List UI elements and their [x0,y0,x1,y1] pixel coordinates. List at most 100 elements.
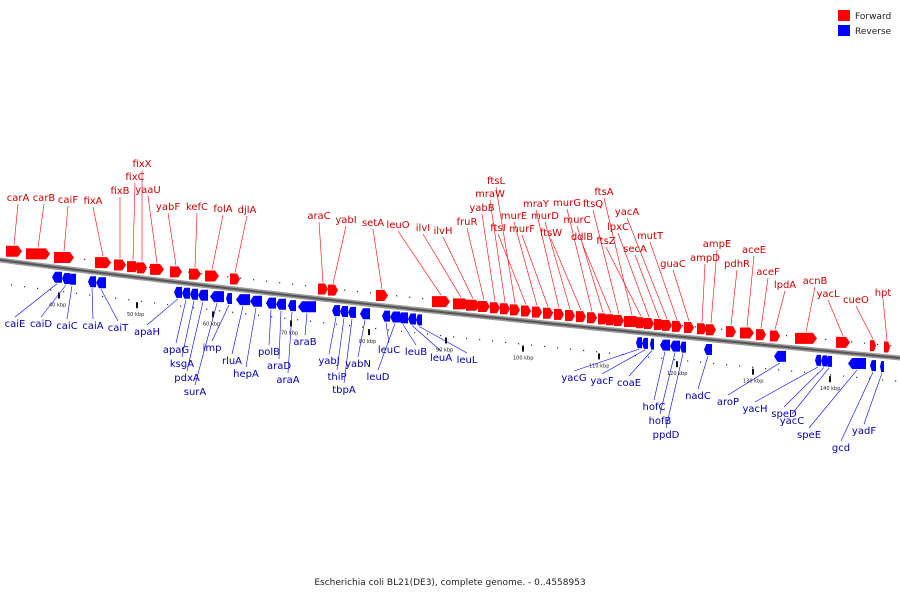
forward-gene-arrow[interactable] [697,323,707,335]
forward-gene-arrow[interactable] [510,304,520,316]
forward-gene-arrow[interactable] [587,312,597,324]
forward-gene-label: pdhR [724,259,750,270]
forward-gene-arrow[interactable] [884,341,890,353]
forward-gene-arrow[interactable] [114,259,126,271]
forward-gene-arrow[interactable] [770,330,780,342]
reverse-gene-arrow[interactable] [382,310,390,322]
forward-gene-arrow[interactable] [756,329,766,341]
reverse-gene-arrow[interactable] [288,300,296,312]
forward-gene-arrow[interactable] [662,319,672,331]
reverse-gene-arrow[interactable] [210,291,224,303]
reverse-gene-arrow[interactable] [774,350,786,362]
reverse-gene-arrow[interactable] [88,276,96,288]
reverse-gene-arrow[interactable] [360,308,370,320]
forward-gene-arrow[interactable] [636,317,646,329]
reverse-gene-arrow[interactable] [236,294,250,306]
forward-gene-arrow[interactable] [328,284,338,296]
forward-gene-arrow[interactable] [543,307,553,319]
forward-gene-arrow[interactable] [26,248,50,260]
forward-gene-arrow[interactable] [644,318,654,330]
forward-gene-label: djlA [238,205,257,216]
reverse-gene-arrow[interactable] [408,313,416,325]
reverse-gene-arrow[interactable] [821,355,827,367]
reverse-gene-arrow[interactable] [266,297,276,309]
forward-gene-label: setA [362,218,384,229]
reverse-gene-arrow[interactable] [250,295,262,307]
reverse-gene-arrow[interactable] [226,292,232,304]
strand-legend: Forward Reverse [838,10,892,37]
forward-gene-label: fruR [457,217,478,228]
reverse-gene-arrow[interactable] [650,338,654,350]
reverse-gene-arrow[interactable] [642,337,648,349]
forward-gene-label: leuO [386,220,409,231]
reverse-gene-arrow[interactable] [340,306,348,318]
reverse-gene-arrow[interactable] [848,358,866,370]
forward-gene-arrow[interactable] [6,245,22,257]
forward-gene-arrow[interactable] [230,273,240,285]
reverse-gene-arrow[interactable] [416,314,422,326]
reverse-gene-arrow[interactable] [298,301,316,313]
forward-gene-arrow[interactable] [870,340,876,352]
reverse-gene-arrow[interactable] [870,360,876,372]
forward-gene-arrow[interactable] [836,336,850,348]
reverse-gene-arrow[interactable] [880,361,884,373]
reverse-gene-arrow[interactable] [332,305,340,317]
forward-gene-arrow[interactable] [205,270,219,282]
forward-gene-arrow[interactable] [95,257,111,269]
forward-gene-arrow[interactable] [478,300,490,312]
minor-tick [349,325,351,327]
forward-gene-arrow[interactable] [432,296,450,308]
reverse-gene-label: caiA [82,321,103,332]
forward-gene-arrow[interactable] [672,320,682,332]
reverse-gene-arrow[interactable] [190,288,198,300]
forward-gene-arrow[interactable] [500,303,510,315]
reverse-gene-arrow[interactable] [52,271,62,283]
reverse-gene-arrow[interactable] [815,354,821,366]
forward-gene-arrow[interactable] [654,319,664,331]
forward-gene-arrow[interactable] [598,313,608,325]
reverse-gene-arrow[interactable] [182,287,190,299]
gene-features [6,245,890,373]
forward-gene-arrow[interactable] [565,310,575,322]
forward-gene-arrow[interactable] [614,315,624,327]
reverse-gene-arrow[interactable] [68,273,76,285]
reverse-gene-arrow[interactable] [174,286,182,298]
forward-gene-arrow[interactable] [189,268,201,280]
reverse-gene-arrow[interactable] [390,311,400,323]
forward-gene-arrow[interactable] [606,314,616,326]
reverse-gene-arrow[interactable] [670,340,680,352]
reverse-gene-arrow[interactable] [96,277,106,289]
forward-gene-arrow[interactable] [54,251,74,263]
reverse-gene-arrow[interactable] [636,337,642,349]
forward-gene-arrow[interactable] [554,308,564,320]
forward-gene-arrow[interactable] [453,298,469,310]
forward-gene-arrow[interactable] [318,283,328,295]
forward-gene-arrow[interactable] [466,299,480,311]
forward-gene-arrow[interactable] [490,302,500,314]
forward-gene-arrow[interactable] [150,263,164,275]
forward-gene-arrow[interactable] [376,289,388,301]
forward-gene-arrow[interactable] [137,262,147,274]
reverse-gene-arrow[interactable] [826,355,832,367]
reverse-gene-arrow[interactable] [660,339,670,351]
forward-gene-label: ampD [690,253,720,264]
forward-gene-arrow[interactable] [576,311,586,323]
forward-gene-arrow[interactable] [740,327,754,339]
forward-gene-label: kefC [186,202,208,213]
reverse-gene-arrow[interactable] [348,306,356,318]
forward-gene-arrow[interactable] [127,261,139,273]
minor-tick [149,266,151,269]
forward-gene-arrow[interactable] [521,305,531,317]
reverse-gene-arrow[interactable] [680,341,686,353]
forward-gene-arrow[interactable] [726,326,736,338]
forward-gene-arrow[interactable] [706,324,716,336]
forward-gene-arrow[interactable] [795,332,817,344]
forward-gene-arrow[interactable] [532,306,542,318]
reverse-gene-arrow[interactable] [198,289,208,301]
forward-gene-arrow[interactable] [684,322,694,334]
forward-gene-arrow[interactable] [170,266,182,278]
reverse-gene-arrow[interactable] [276,298,286,310]
reverse-gene-arrow[interactable] [398,312,408,324]
reverse-gene-arrow[interactable] [704,343,712,355]
reverse-gene-arrow[interactable] [62,272,70,284]
